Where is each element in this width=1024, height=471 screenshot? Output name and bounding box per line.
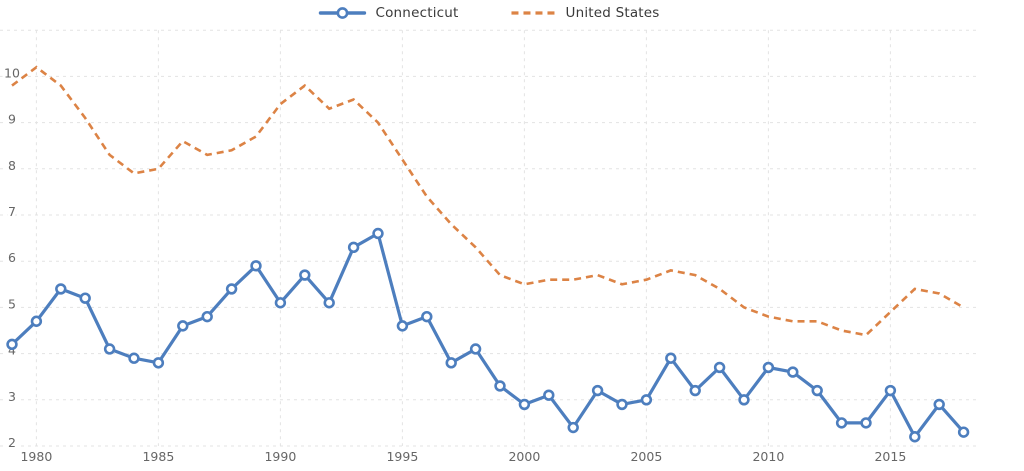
data-point-marker[interactable] xyxy=(494,380,506,392)
data-point-marker[interactable] xyxy=(884,384,897,397)
data-point-marker[interactable] xyxy=(225,283,238,295)
data-point-marker[interactable] xyxy=(396,320,409,332)
data-point-marker[interactable] xyxy=(103,343,116,355)
y-tick-label: 5 xyxy=(8,296,16,311)
data-point-marker[interactable] xyxy=(201,310,213,323)
series-united-states[interactable] xyxy=(11,65,965,337)
legend: Connecticut United States xyxy=(318,5,659,21)
y-tick-label: 10 xyxy=(4,65,20,80)
data-point-marker[interactable] xyxy=(665,352,677,364)
x-tick-label: 2010 xyxy=(752,449,784,464)
data-point-marker[interactable] xyxy=(274,297,287,309)
legend-item-connecticut[interactable]: Connecticut xyxy=(318,5,458,21)
data-point-marker[interactable] xyxy=(6,338,18,351)
data-point-marker[interactable] xyxy=(128,352,140,364)
connecticut-line-swatch-icon xyxy=(318,7,367,19)
x-tick-label: 1985 xyxy=(142,449,174,464)
y-tick-label: 2 xyxy=(8,435,16,450)
legend-item-united-states[interactable]: United States xyxy=(511,5,660,21)
legend-label-connecticut: Connecticut xyxy=(375,5,459,21)
data-point-marker[interactable] xyxy=(616,398,628,411)
x-tick-label: 2005 xyxy=(630,449,662,464)
y-tick-label: 3 xyxy=(8,389,16,404)
y-tick-label: 8 xyxy=(8,158,16,173)
data-point-marker[interactable] xyxy=(372,227,384,240)
data-point-marker[interactable] xyxy=(738,394,750,406)
data-point-marker[interactable] xyxy=(152,357,165,369)
data-point-marker[interactable] xyxy=(543,389,555,401)
x-tick-label: 1980 xyxy=(20,449,52,464)
legend-label-united-states: United States xyxy=(565,5,660,21)
y-gridlines xyxy=(0,29,977,447)
x-tick-label: 2015 xyxy=(874,449,906,464)
data-point-marker[interactable] xyxy=(713,361,726,374)
series-connecticut[interactable] xyxy=(10,231,966,439)
data-point-marker[interactable] xyxy=(518,398,531,411)
data-point-marker[interactable] xyxy=(591,384,604,397)
data-point-marker[interactable] xyxy=(79,292,91,304)
data-point-marker[interactable] xyxy=(567,421,579,434)
x-gridlines xyxy=(35,30,891,446)
data-point-marker[interactable] xyxy=(177,320,189,332)
connecticut-markers xyxy=(6,227,970,443)
data-point-marker[interactable] xyxy=(835,417,848,429)
data-point-marker[interactable] xyxy=(811,384,823,397)
data-point-marker[interactable] xyxy=(787,366,799,378)
data-point-marker[interactable] xyxy=(299,269,311,281)
data-point-marker[interactable] xyxy=(55,283,67,295)
data-point-marker[interactable] xyxy=(909,431,921,443)
y-tick-label: 6 xyxy=(8,250,16,265)
data-point-marker[interactable] xyxy=(323,297,335,309)
data-point-marker[interactable] xyxy=(421,310,433,323)
data-point-marker[interactable] xyxy=(347,241,360,254)
data-point-marker[interactable] xyxy=(860,417,872,429)
data-point-marker[interactable] xyxy=(640,394,653,406)
x-tick-label: 1990 xyxy=(264,449,296,464)
data-point-marker[interactable] xyxy=(933,398,945,411)
y-tick-label: 7 xyxy=(8,204,16,219)
data-point-marker[interactable] xyxy=(469,343,482,355)
data-point-marker[interactable] xyxy=(445,357,457,369)
data-point-marker[interactable] xyxy=(762,361,775,374)
united-states-dash-swatch-icon xyxy=(511,11,556,15)
x-tick-label: 2000 xyxy=(508,449,540,464)
x-axis-labels: 1980 1985 1990 1995 2000 2005 2010 2015 xyxy=(20,449,906,464)
y-tick-label: 9 xyxy=(8,112,16,127)
data-point-marker[interactable] xyxy=(689,384,701,397)
data-point-marker[interactable] xyxy=(957,426,970,438)
data-point-marker[interactable] xyxy=(250,260,262,272)
data-point-marker[interactable] xyxy=(30,315,43,327)
x-tick-label: 1995 xyxy=(386,449,418,464)
